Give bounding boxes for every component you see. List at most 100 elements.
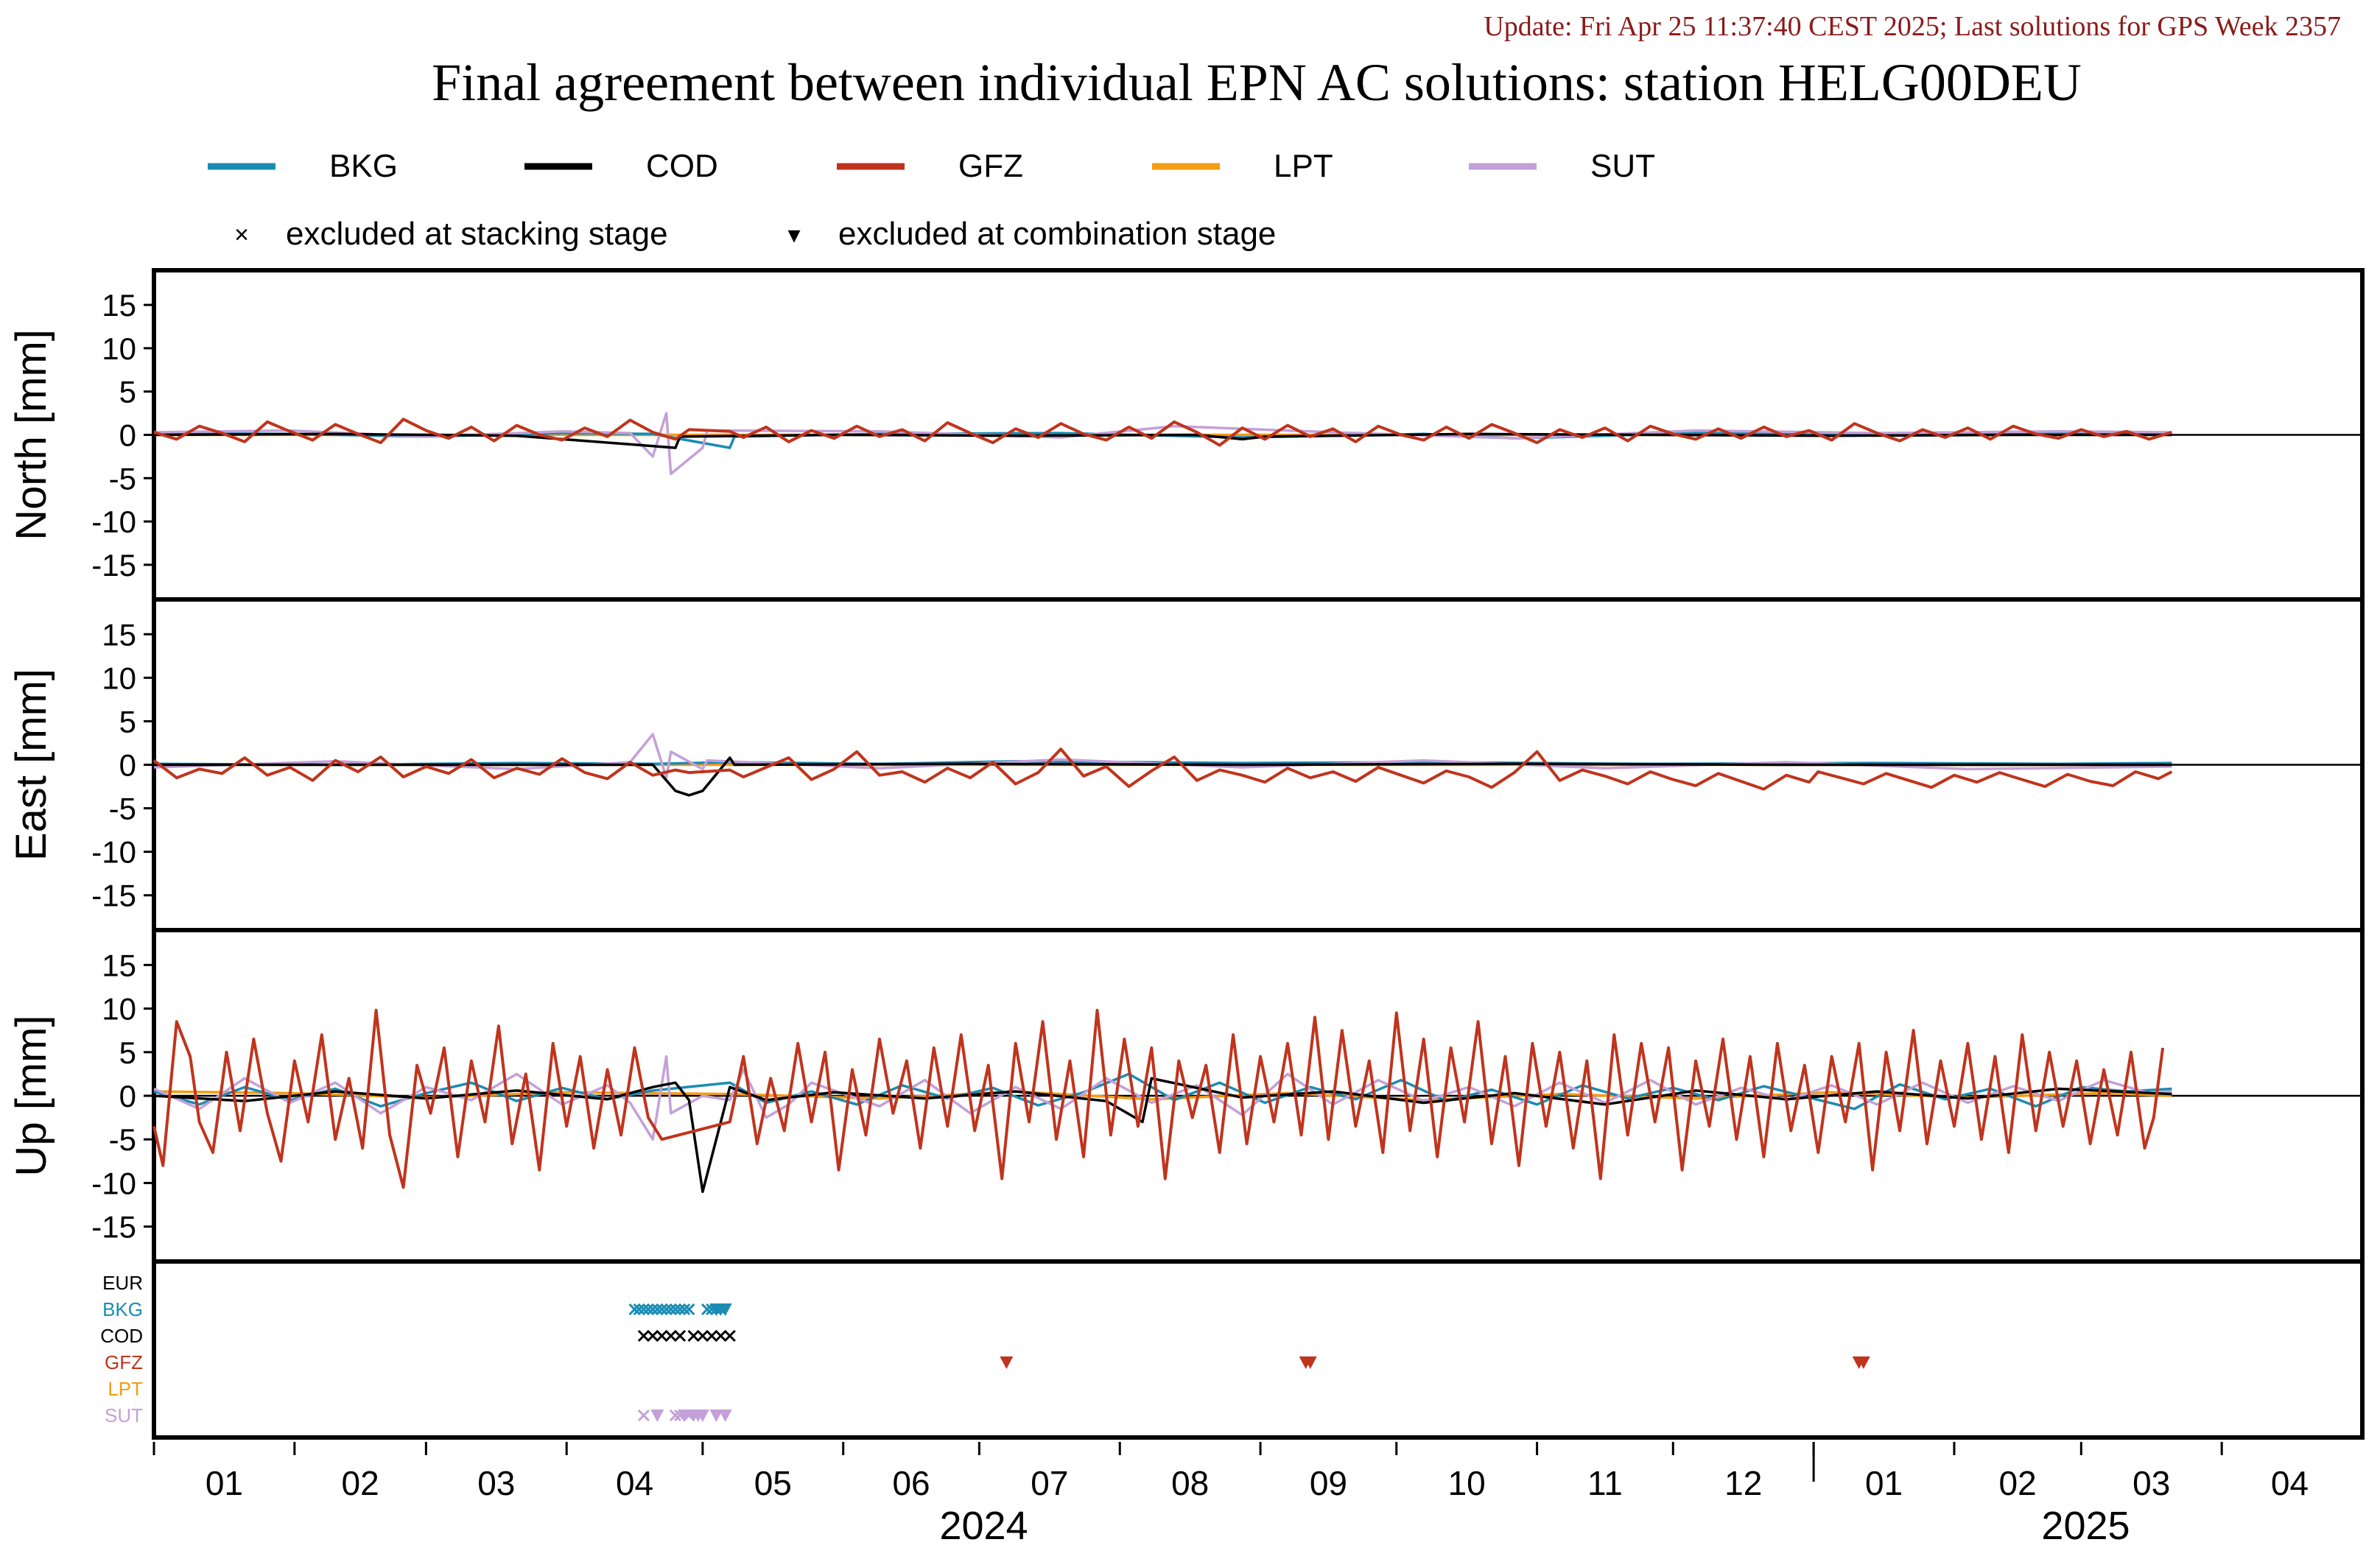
exclusion-panel: EUR BKG COD GFZ LPT SUT xyxy=(100,1259,2365,1440)
exclusion-row-label: COD xyxy=(100,1325,143,1347)
y-tick-label: 10 xyxy=(102,992,136,1027)
exclusion-marker-stacking xyxy=(696,1329,709,1342)
x-tick-label: 03 xyxy=(2132,1464,2170,1502)
y-tick-label: 0 xyxy=(119,418,136,453)
x-tick-label: 02 xyxy=(342,1464,379,1502)
x-year-label: 2025 xyxy=(2041,1504,2130,1545)
y-tick-label: -10 xyxy=(91,504,136,539)
legend-marker-symbol: ▾ xyxy=(787,221,800,249)
y-tick-label: -15 xyxy=(91,879,136,913)
chart-title: Final agreement between individual EPN A… xyxy=(432,53,2082,112)
x-tick-label: 12 xyxy=(1724,1464,1762,1502)
y-tick-label: 0 xyxy=(119,748,136,783)
x-tick-label: 04 xyxy=(2271,1464,2309,1502)
series-line-cod xyxy=(153,432,2172,449)
exclusion-marker-stacking xyxy=(715,1329,727,1342)
x-tick-label: 01 xyxy=(1865,1464,1903,1502)
legend-marker-symbol: × xyxy=(234,221,249,249)
x-tick-label: 11 xyxy=(1587,1464,1623,1502)
exclusion-marker-combination xyxy=(1856,1356,1870,1369)
exclusion-row-label: GFZ xyxy=(105,1351,143,1373)
y-tick-label: 5 xyxy=(119,375,136,409)
exclusion-marker-stacking xyxy=(660,1303,673,1316)
exclusion-marker-stacking xyxy=(633,1303,645,1316)
exclusion-marker-stacking xyxy=(674,1303,687,1316)
plot-panels: 15 10 5 0 -5 -10 -15 North [mm] 15 10 5 0 -5 -10 -15 Ea… xyxy=(7,268,2365,1264)
x-tick-label: 03 xyxy=(477,1464,515,1502)
y-axis-label: East [mm] xyxy=(7,669,55,861)
y-axis-label: North [mm] xyxy=(7,329,55,541)
exclusion-marker-stacking xyxy=(656,1329,668,1342)
legend-label: BKG xyxy=(329,148,398,184)
exclusion-marker-combination xyxy=(709,1409,723,1422)
y-tick-label: 15 xyxy=(102,948,136,982)
exclusion-marker-stacking xyxy=(706,1329,718,1342)
legend-marker-label: excluded at stacking stage xyxy=(286,216,668,252)
exclusion-marker-stacking xyxy=(687,1329,700,1342)
legend-item-gfz: GFZ xyxy=(837,148,1023,184)
y-tick-label: -10 xyxy=(91,1166,136,1200)
legend-item-lpt: LPT xyxy=(1152,148,1333,184)
x-tick-label: 05 xyxy=(754,1464,792,1502)
exclusion-row-label: BKG xyxy=(102,1298,143,1320)
exclusion-marker-stacking xyxy=(664,1303,677,1316)
y-tick-label: -15 xyxy=(91,548,136,583)
x-axis: 01 02 03 04 05 06 07 08 09 10 11 12 01 02 03 04 2024 2025 xyxy=(152,1442,2309,1545)
y-tick-label: 10 xyxy=(102,661,136,695)
y-tick-label: -5 xyxy=(109,792,136,826)
legend-label: SUT xyxy=(1590,148,1655,184)
y-tick-label: 5 xyxy=(119,704,136,739)
series-line-gfz xyxy=(152,747,2173,791)
x-tick-label: 09 xyxy=(1310,1464,1347,1502)
exclusion-marker-stacking xyxy=(642,1303,655,1316)
exclusion-row-label: SUT xyxy=(105,1404,143,1426)
exclusion-marker-stacking xyxy=(637,1303,650,1316)
exclusion-marker-combination xyxy=(695,1409,709,1422)
exclusion-marker-combination xyxy=(678,1409,692,1422)
legend-marker-label: excluded at combination stage xyxy=(838,216,1276,252)
series-line-cod xyxy=(154,756,2172,797)
update-text: Update: Fri Apr 25 11:37:40 CEST 2025; L… xyxy=(1484,11,2341,42)
y-tick-label: -10 xyxy=(91,835,136,870)
y-tick-label: 10 xyxy=(102,331,136,366)
legend-item-bkg: BKG xyxy=(208,148,398,184)
exclusion-marker-stacking xyxy=(628,1303,641,1316)
exclusion-marker-stacking xyxy=(678,1303,691,1316)
x-tick-label: 01 xyxy=(206,1464,243,1502)
y-tick-label: 5 xyxy=(119,1035,136,1070)
exclusion-frame xyxy=(152,1259,2365,1440)
exclusion-marker-stacking xyxy=(637,1409,650,1422)
exclusion-marker-combination xyxy=(718,1303,732,1316)
y-tick-label: 15 xyxy=(102,617,136,652)
exclusion-marker-stacking xyxy=(674,1329,687,1342)
legend-item-sut: SUT xyxy=(1469,148,1655,184)
legend: BKG COD GFZ LPT SUT × excluded at stacking sta… xyxy=(208,148,1655,252)
x-tick-label: 10 xyxy=(1448,1464,1486,1502)
exclusion-marker-combination xyxy=(718,1409,732,1422)
legend-marker-combination: ▾ excluded at combination stage xyxy=(787,216,1276,252)
x-tick-label: 02 xyxy=(1999,1464,2037,1502)
legend-label: GFZ xyxy=(958,148,1023,184)
exclusion-marker-stacking xyxy=(683,1303,695,1316)
y-tick-label: -5 xyxy=(109,461,136,496)
x-tick-label: 07 xyxy=(1031,1464,1068,1502)
y-axis-label: Up [mm] xyxy=(7,1015,55,1176)
y-tick-label: 0 xyxy=(119,1079,136,1113)
x-tick-label: 04 xyxy=(616,1464,653,1502)
exclusion-marker-stacking xyxy=(701,1303,714,1316)
exclusion-marker-stacking xyxy=(647,1303,659,1316)
exclusion-marker-stacking xyxy=(651,1303,664,1316)
x-year-label: 2024 xyxy=(939,1504,1028,1545)
panel-east: 15 10 5 0 -5 -10 -15 East [mm] xyxy=(7,597,2365,932)
series-line-gfz xyxy=(153,418,2172,447)
exclusion-row-label: EUR xyxy=(102,1272,143,1294)
x-tick-label: 08 xyxy=(1171,1464,1209,1502)
legend-label: LPT xyxy=(1274,148,1333,184)
legend-marker-stacking: × excluded at stacking stage xyxy=(234,216,667,252)
x-tick-label: 06 xyxy=(892,1464,930,1502)
exclusion-marker-combination xyxy=(1303,1356,1317,1369)
series-line-gfz xyxy=(152,1008,2165,1189)
exclusion-marker-combination xyxy=(1000,1356,1014,1369)
legend-item-cod: COD xyxy=(524,148,718,184)
